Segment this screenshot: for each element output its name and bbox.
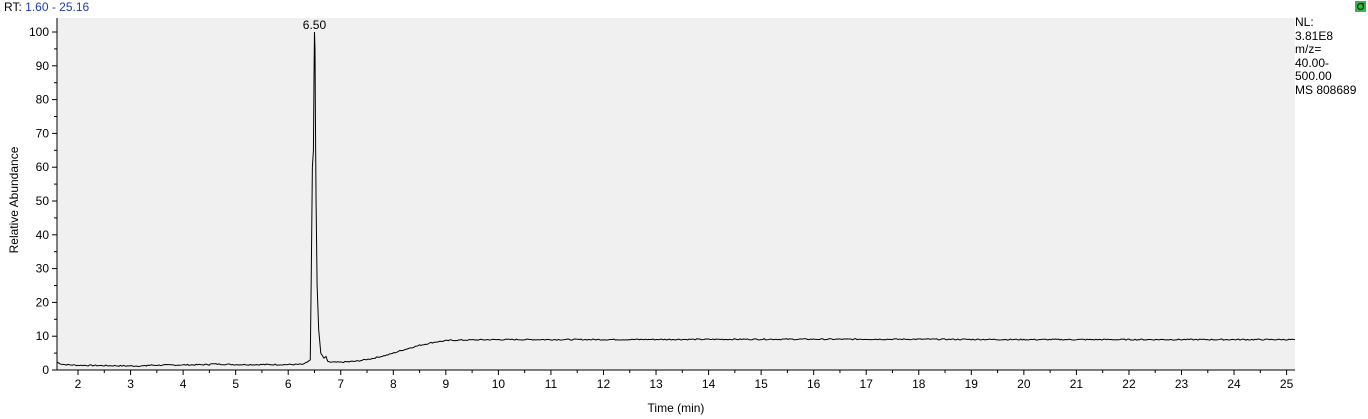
x-tick-label: 4 [180, 377, 187, 391]
y-tick-label: 90 [36, 59, 50, 73]
y-axis-title: Relative Abundance [7, 146, 21, 253]
x-tick-label: 7 [337, 377, 344, 391]
scan-info-panel: NL: 3.81E8 m/z= 40.00- 500.00 MS 808689 [1295, 15, 1357, 97]
x-tick-label: 5 [232, 377, 239, 391]
y-tick-label: 10 [36, 329, 50, 343]
x-tick-label: 20 [1017, 377, 1031, 391]
y-tick-label: 50 [36, 194, 50, 208]
x-tick-label: 16 [807, 377, 821, 391]
refresh-icon[interactable] [1355, 1, 1366, 12]
ms-scan-id: MS 808689 [1295, 82, 1357, 97]
x-axis-title: Time (min) [648, 401, 705, 415]
y-axis-ticks: 0 10 20 30 40 50 60 70 80 90 100 [29, 25, 57, 377]
nl-value: 3.81E8 [1295, 28, 1334, 43]
peak-label: 6.50 [303, 18, 327, 32]
y-tick-label: 70 [36, 126, 50, 140]
x-tick-label: 14 [702, 377, 716, 391]
x-tick-label: 2 [75, 377, 82, 391]
x-tick-label: 19 [965, 377, 979, 391]
x-tick-label: 3 [127, 377, 134, 391]
y-tick-label: 20 [36, 295, 50, 309]
x-tick-label: 11 [545, 377, 558, 391]
x-tick-label: 17 [860, 377, 874, 391]
x-tick-label: 25 [1280, 377, 1294, 391]
y-tick-label: 0 [42, 363, 49, 377]
mz-range-start: 40.00- [1295, 55, 1330, 70]
y-tick-label: 80 [36, 93, 50, 107]
chromatogram-trace [56, 31, 1296, 367]
x-tick-label: 22 [1122, 377, 1136, 391]
x-tick-label: 9 [443, 377, 450, 391]
x-tick-label: 18 [912, 377, 926, 391]
x-tick-label: 12 [597, 377, 611, 391]
y-tick-label: 30 [36, 262, 50, 276]
x-tick-label: 21 [1070, 377, 1084, 391]
x-tick-label: 13 [649, 377, 663, 391]
x-tick-label: 15 [754, 377, 768, 391]
x-tick-label: 10 [492, 377, 506, 391]
peak-annotations: 6.50 [303, 18, 327, 32]
nl-label: NL: [1295, 15, 1314, 29]
rt-range-header: RT: 1.60 - 25.16 [4, 0, 89, 14]
x-tick-label: 8 [390, 377, 397, 391]
x-axis-ticks: 2 3 4 5 6 7 8 9 10 11 12 13 14 15 16 17 18 19 20 21 22 23 24 25 [75, 370, 1294, 391]
x-tick-label: 6 [285, 377, 292, 391]
rt-range-value: 1.60 - 25.16 [25, 0, 90, 14]
plot-area [57, 18, 1295, 370]
y-tick-label: 60 [36, 160, 50, 174]
rt-label: RT: [4, 0, 22, 14]
x-tick-label: 23 [1175, 377, 1189, 391]
y-tick-label: 100 [29, 25, 49, 39]
mz-label: m/z= [1295, 42, 1322, 56]
x-tick-label: 24 [1227, 377, 1241, 391]
mz-range-end: 500.00 [1295, 69, 1332, 83]
y-tick-label: 40 [36, 228, 50, 242]
